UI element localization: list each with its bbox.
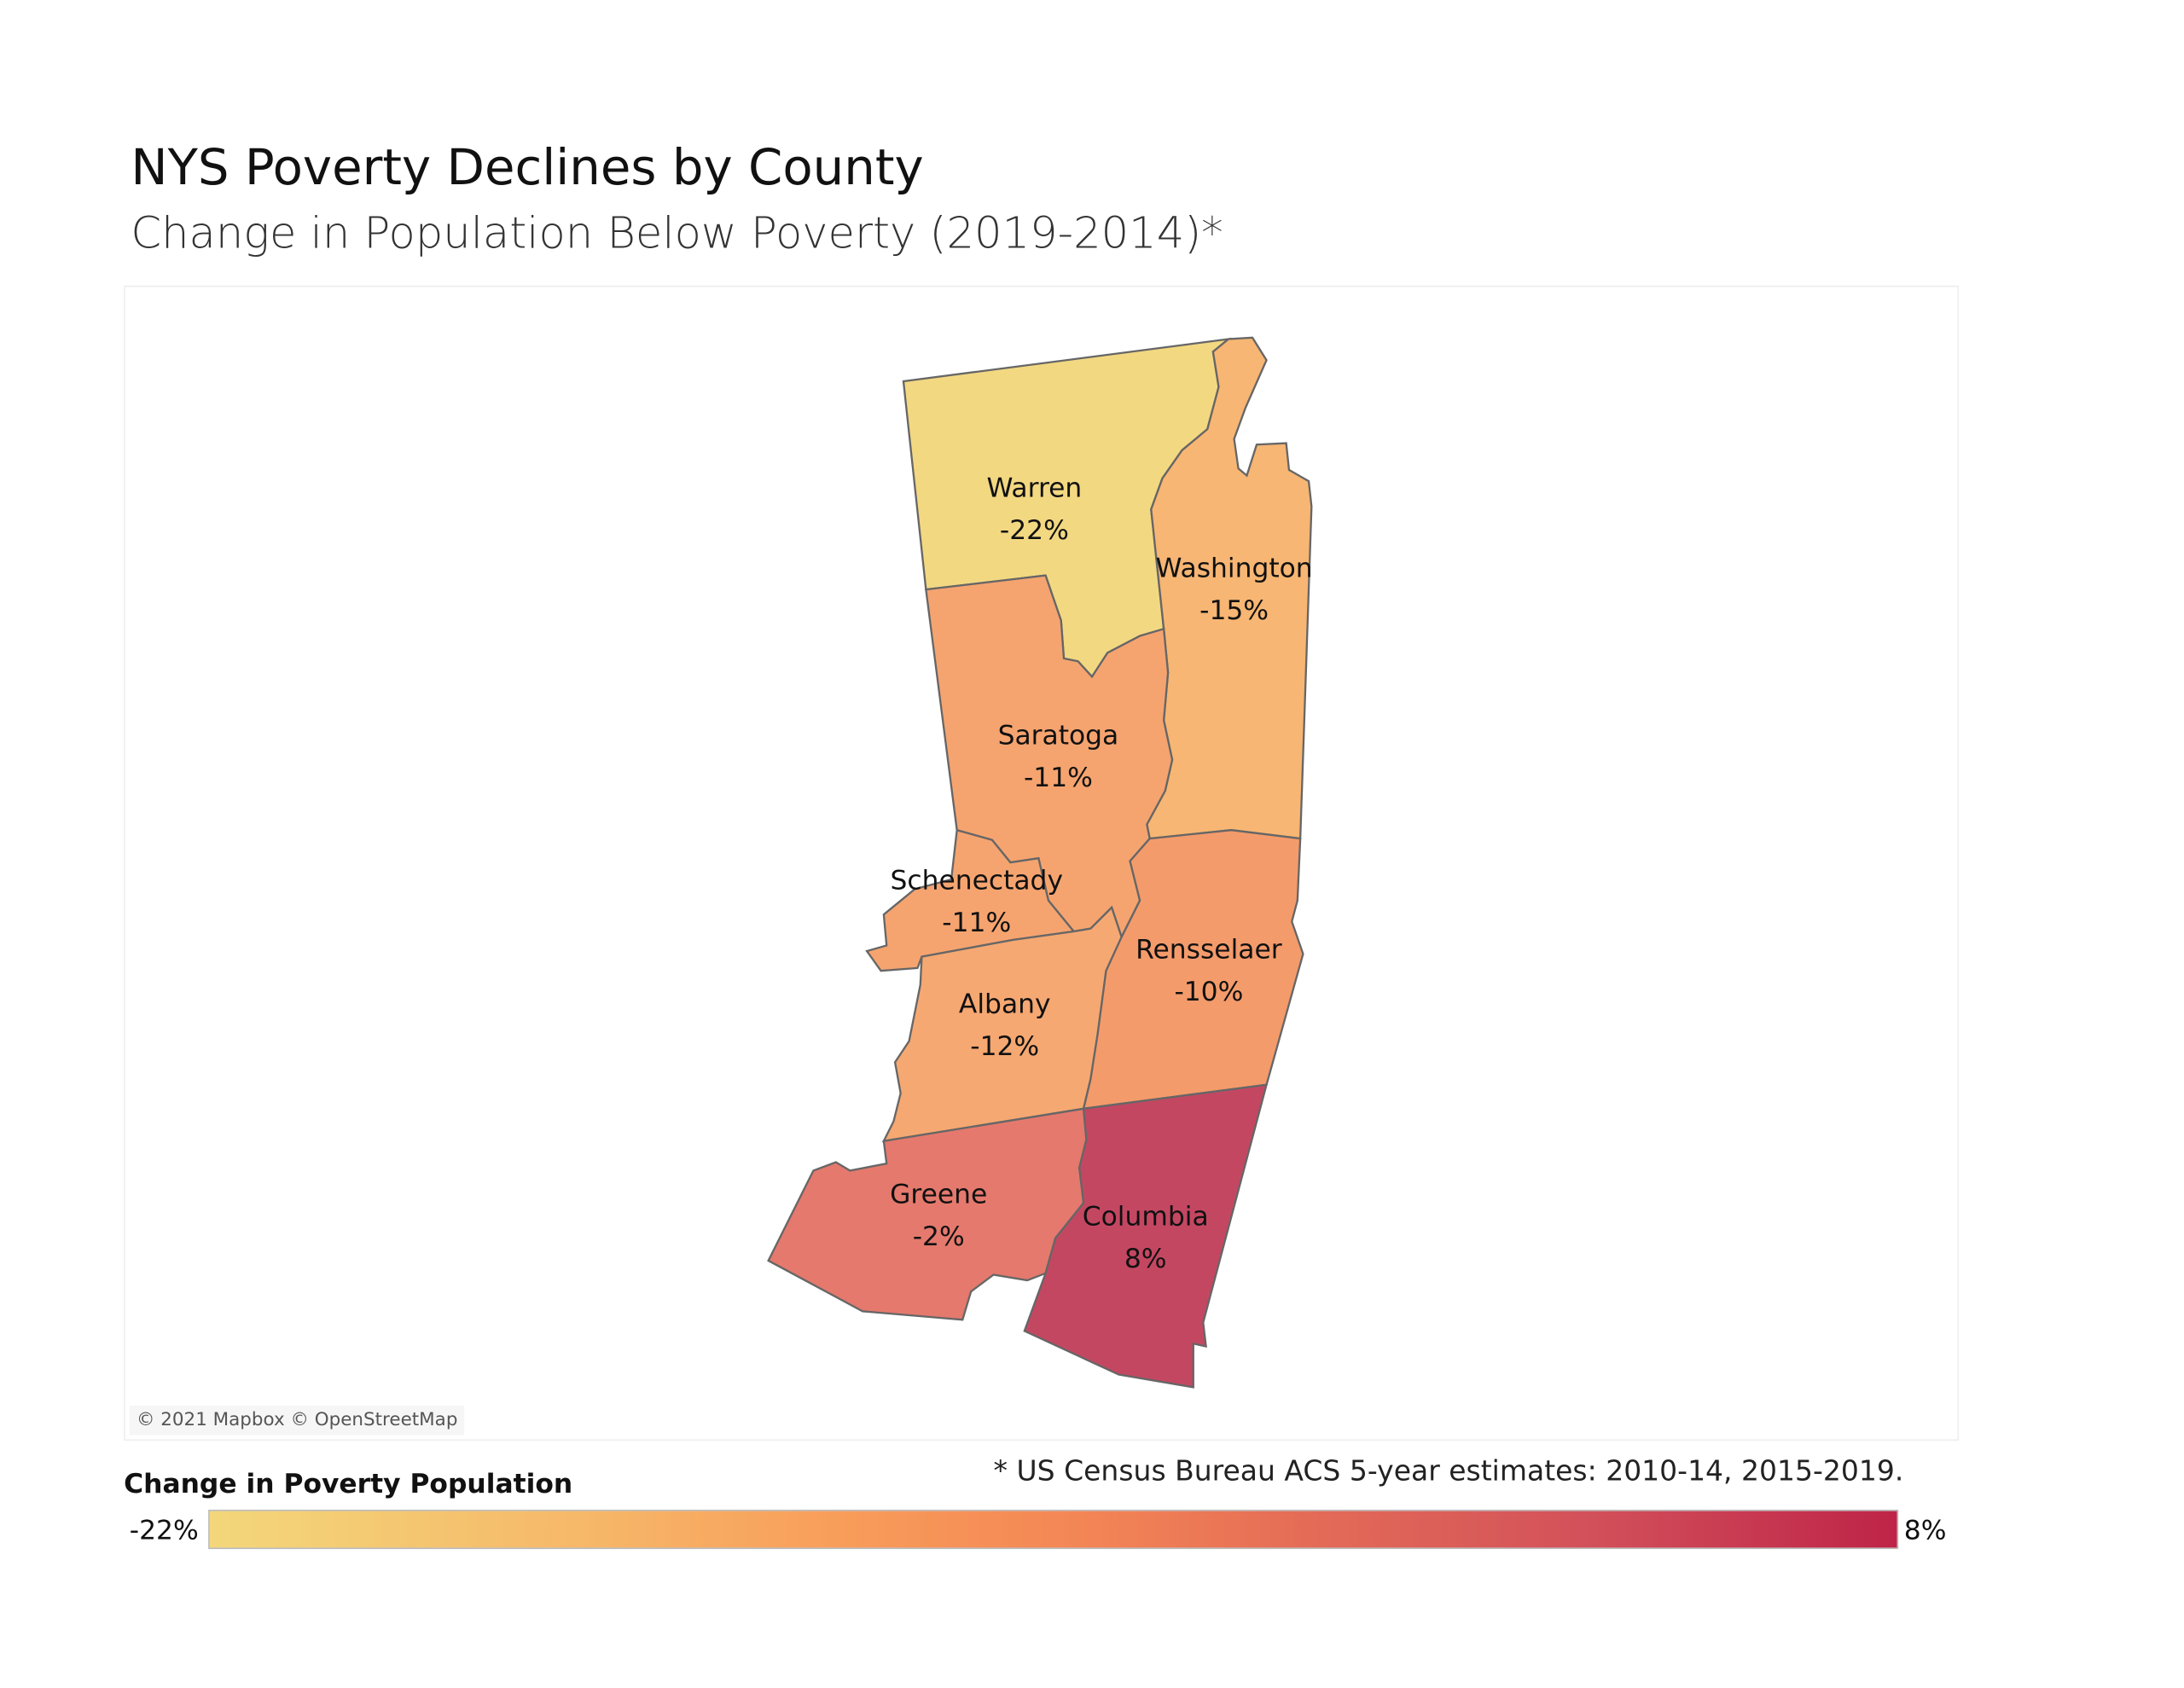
legend-title: Change in Poverty Population <box>124 1469 573 1500</box>
page-title: NYS Poverty Declines by County <box>131 140 924 197</box>
source-footnote: * US Census Bureau ACS 5-year estimates:… <box>993 1453 1904 1488</box>
county-value-label: -2% <box>913 1221 965 1252</box>
county-value-label: -11% <box>942 908 1011 938</box>
county-value-label: -15% <box>1199 595 1269 626</box>
county-schenectady[interactable] <box>865 828 1076 972</box>
county-name-label: Washington <box>1156 553 1313 583</box>
county-name-label: Greene <box>890 1179 987 1209</box>
county-name-label: Saratoga <box>998 721 1119 751</box>
county-greene[interactable] <box>767 1107 1088 1321</box>
legend-color-ramp <box>208 1509 1899 1550</box>
county-columbia[interactable] <box>1023 1083 1269 1389</box>
legend-min-label: -22% <box>129 1515 199 1546</box>
county-value-label: -12% <box>970 1031 1039 1062</box>
county-value-label: -22% <box>1000 515 1069 546</box>
county-value-label: 8% <box>1124 1244 1167 1274</box>
map-attribution[interactable]: © 2021 Mapbox © OpenStreetMap <box>129 1405 465 1436</box>
county-value-label: -11% <box>1024 763 1093 793</box>
legend-max-label: 8% <box>1903 1515 1947 1546</box>
county-name-label: Albany <box>959 989 1051 1020</box>
county-name-label: Warren <box>986 473 1082 503</box>
county-name-label: Columbia <box>1083 1202 1209 1233</box>
county-name-label: Schenectady <box>890 865 1063 896</box>
page-subtitle: Change in Population Below Poverty (2019… <box>131 208 1223 259</box>
county-name-label: Rensselaer <box>1136 934 1282 965</box>
county-value-label: -10% <box>1174 977 1243 1007</box>
